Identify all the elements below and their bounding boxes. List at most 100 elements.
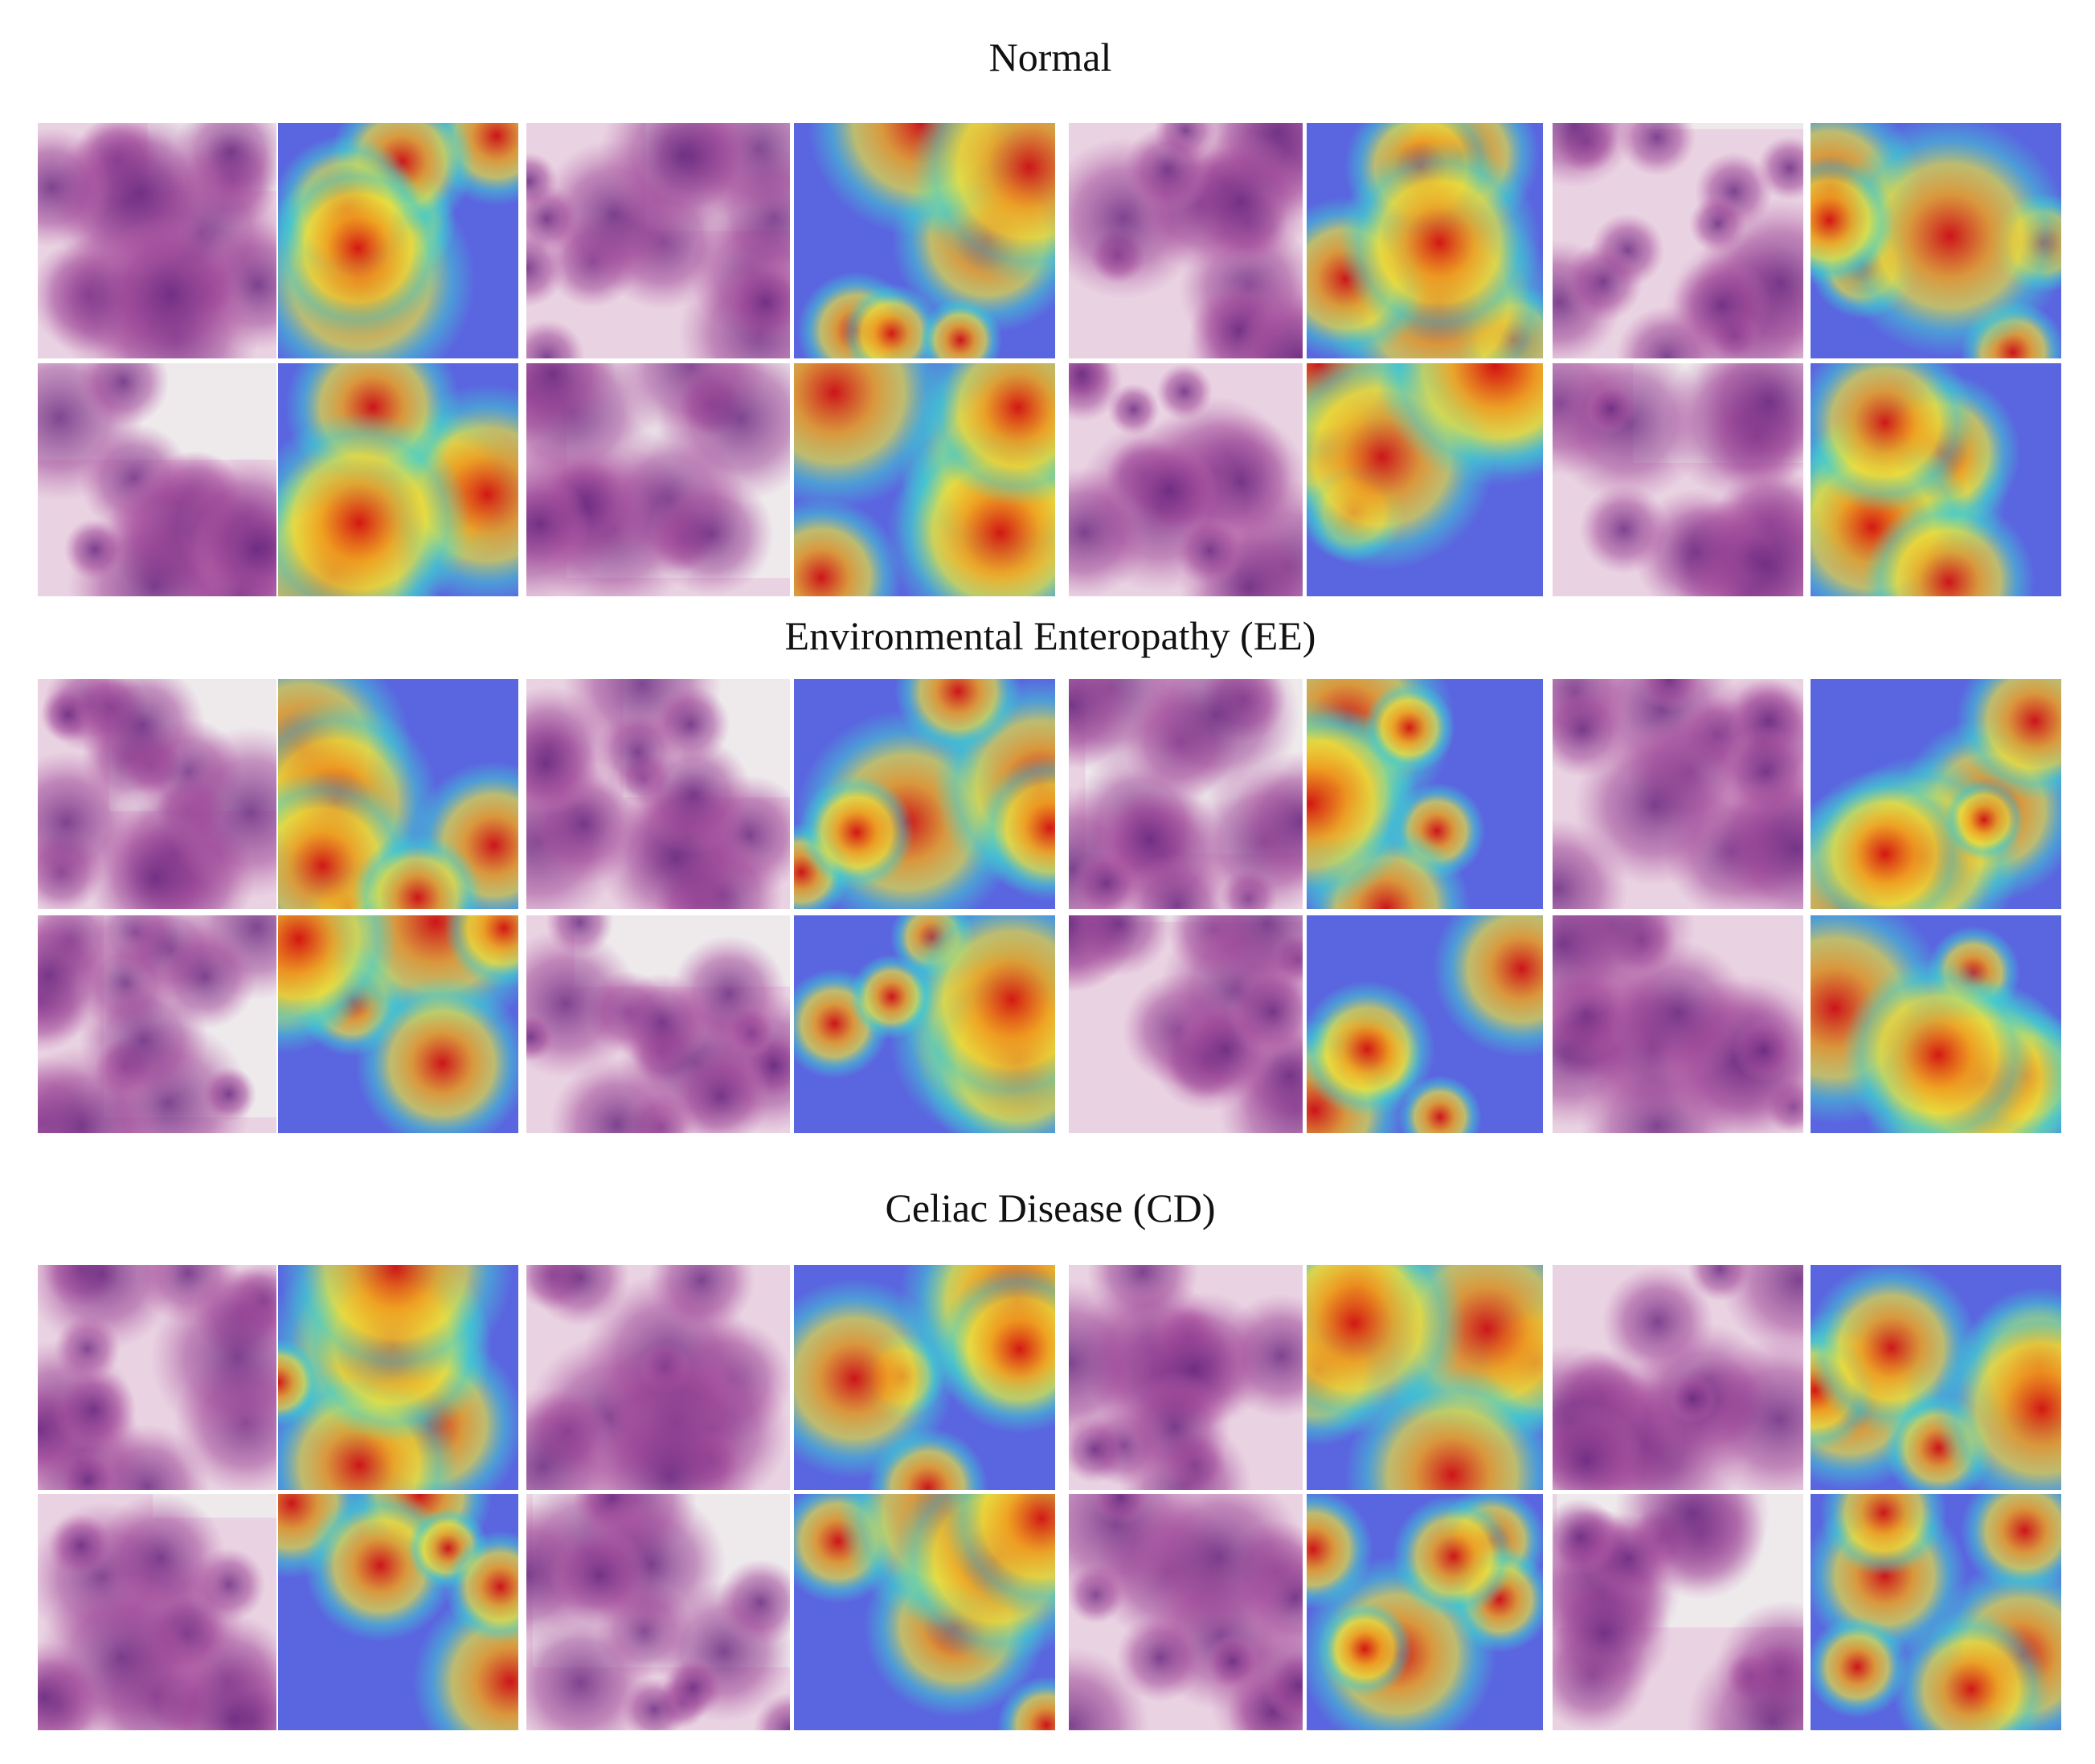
tissue-blob	[670, 1046, 771, 1133]
tissue-image	[1553, 1265, 1803, 1490]
tissue-blob	[38, 1265, 179, 1352]
tissue-blob	[1690, 363, 1803, 480]
tissue-blob	[48, 1513, 113, 1578]
heat-blob	[278, 1265, 514, 1385]
heatmap-image	[1307, 123, 1543, 358]
tissue-blob	[1697, 1337, 1803, 1490]
tissue-blob	[1667, 1373, 1717, 1424]
heat-blob	[849, 954, 935, 1040]
tissue-blob	[723, 260, 790, 345]
heatmap-image	[1811, 679, 2061, 909]
heat-blob	[1811, 1615, 1909, 1718]
heat-blob	[997, 1676, 1055, 1730]
heat-blob	[919, 363, 1055, 506]
heat-blob	[1830, 123, 2061, 357]
heat-blob	[977, 755, 1055, 901]
tissue-image	[38, 915, 276, 1133]
heatmap-image	[794, 363, 1055, 596]
heat-blob	[278, 158, 448, 338]
tissue-blob	[1226, 965, 1303, 1058]
tissue-blob	[549, 1525, 650, 1626]
tissue-blob	[526, 319, 586, 358]
tissue-image	[1069, 123, 1303, 358]
tissue-blob	[38, 751, 138, 894]
tissue-blob	[1686, 1635, 1803, 1730]
heatmap-image	[278, 1494, 518, 1730]
tissue-blob	[1757, 135, 1803, 201]
section-title: Environmental Enteropathy (EE)	[785, 613, 1316, 658]
heat-blob	[1811, 154, 1895, 286]
heat-blob	[1433, 915, 1543, 1058]
tissue-image	[1553, 679, 1803, 909]
tissue-blob	[1553, 1497, 1619, 1577]
heat-blob	[794, 363, 951, 510]
heat-blob	[1392, 1494, 1516, 1619]
tissue-blob	[164, 726, 276, 899]
tissue-blob	[1262, 1649, 1303, 1722]
tissue-blob	[1732, 1018, 1796, 1082]
heat-blob	[444, 1530, 518, 1643]
heat-blob	[910, 123, 1055, 285]
tissue-blob	[550, 1057, 684, 1133]
tissue-image	[526, 1494, 790, 1730]
heatmap-image	[1811, 1265, 2061, 1490]
tissue-blob	[90, 214, 252, 358]
tissue-blob	[38, 1641, 100, 1730]
heatmap-image	[278, 679, 518, 909]
heatmap-image	[1811, 363, 2061, 596]
tissue-blob	[526, 1610, 654, 1730]
heat-blob	[278, 411, 470, 596]
tissue-blob	[1156, 363, 1213, 420]
tissue-blob	[1553, 123, 1637, 189]
tissue-blob	[1688, 1265, 1753, 1302]
tissue-image	[526, 123, 790, 358]
tissue-blob	[658, 363, 790, 501]
tissue-blob	[599, 123, 767, 239]
heat-blob	[943, 1494, 1055, 1617]
tissue-image	[526, 363, 790, 596]
section-title: Celiac Disease (CD)	[886, 1185, 1216, 1230]
heat-blob	[798, 774, 915, 890]
heat-blob	[898, 915, 1055, 1113]
tissue-blob	[1618, 123, 1696, 177]
tissue-blob	[526, 363, 616, 438]
tissue-blob	[1123, 125, 1212, 215]
heat-blob	[353, 833, 483, 909]
tissue-blob	[1069, 363, 1112, 404]
tissue-blob	[149, 1270, 276, 1445]
tissue-blob	[57, 1449, 119, 1490]
tissue-image	[38, 679, 276, 909]
heatmap-image	[794, 679, 1055, 909]
heatmap-image	[1307, 679, 1543, 909]
tissue-image	[1553, 1494, 1803, 1730]
heatmap-image	[1307, 1265, 1543, 1490]
heat-blob	[894, 679, 1021, 755]
heat-blob	[1338, 141, 1541, 344]
tissue-blob	[38, 127, 113, 248]
heatmap-image	[1811, 1494, 2061, 1730]
tissue-blob	[1671, 256, 1771, 355]
heat-blob	[794, 497, 902, 596]
tissue-blob	[1231, 751, 1303, 892]
heatmap-image	[278, 123, 518, 358]
tissue-image	[38, 363, 276, 596]
tissue-blob	[1205, 1634, 1260, 1689]
tissue-blob	[753, 1692, 790, 1730]
tissue-blob	[63, 518, 126, 580]
tissue-blob	[526, 229, 567, 308]
tissue-image	[1069, 1494, 1303, 1730]
heatmap-image	[794, 1265, 1055, 1490]
tissue-blob	[663, 1657, 724, 1718]
tissue-blob	[51, 1367, 137, 1452]
heat-blob	[935, 1265, 1055, 1434]
heatmap-image	[794, 1494, 1055, 1730]
heat-blob	[278, 915, 398, 1038]
tissue-blob	[1573, 725, 1736, 886]
tissue-blob	[1069, 1647, 1150, 1730]
tissue-blob	[1118, 1371, 1231, 1484]
heatmap-image	[1307, 363, 1543, 596]
heat-blob	[841, 284, 942, 358]
tissue-blob	[191, 485, 276, 596]
heat-blob	[918, 298, 1003, 358]
tissue-blob	[526, 712, 598, 817]
